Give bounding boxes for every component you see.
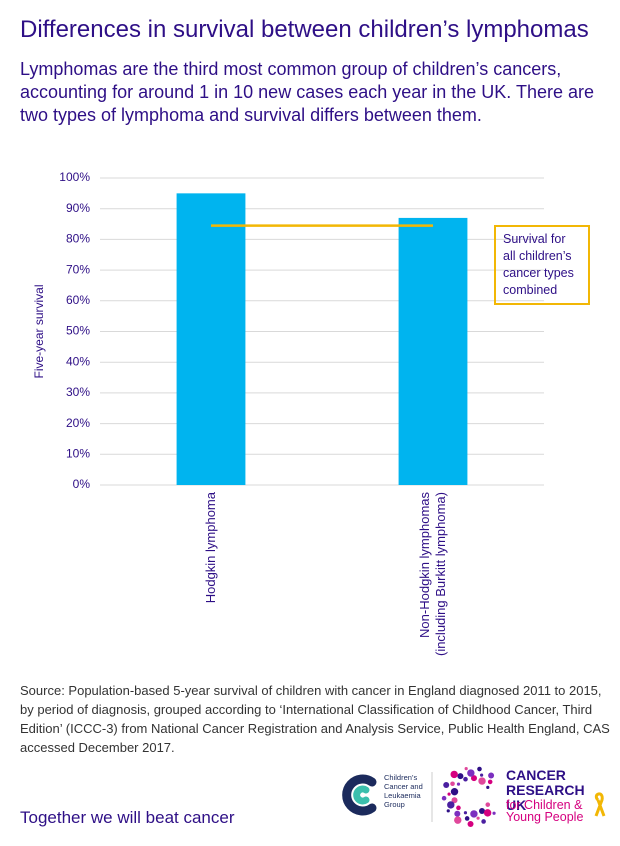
y-tick-label: 60% <box>66 293 90 307</box>
logo-dot <box>456 805 461 811</box>
source-note: Source: Population-based 5-year survival… <box>20 683 610 755</box>
y-tick-label: 70% <box>66 262 90 276</box>
y-tick-label: 80% <box>66 232 90 246</box>
logo-dot <box>451 797 458 804</box>
cclg-logo-text: Children’s Cancer and Leukaemia Group <box>384 773 423 809</box>
y-tick-label: 30% <box>66 385 90 399</box>
logo-dot <box>450 781 455 787</box>
cclg-logo-mark <box>342 774 377 816</box>
x-tick-label: Non-Hodgkin lymphomas (including Burkitt… <box>417 492 448 657</box>
logo-dot <box>457 773 464 780</box>
bar <box>398 217 468 485</box>
logo-dot <box>476 816 480 820</box>
logo-dot <box>464 767 468 771</box>
ribbon <box>594 792 606 817</box>
logo-dot <box>450 770 458 779</box>
logo-dot <box>481 819 486 824</box>
x-tick-label: Hodgkin lymphoma <box>203 492 218 604</box>
logo-dot <box>470 775 477 782</box>
y-tick-label: 0% <box>73 477 91 491</box>
logo-dot <box>467 820 474 827</box>
logo-dot <box>443 782 450 789</box>
logo-dot <box>447 792 451 796</box>
logo-dot <box>446 809 450 813</box>
reference-note: Survival for all children’s cancer types… <box>494 225 590 305</box>
logo-dot <box>463 776 468 782</box>
logo-dot <box>464 816 470 821</box>
logo-dot <box>454 810 461 817</box>
logo-dot <box>447 801 455 809</box>
logo-dot <box>487 779 493 785</box>
logo-dot <box>456 782 461 786</box>
chart-subtitle: Lymphomas are the third most common grou… <box>20 59 595 125</box>
y-tick-label: 90% <box>66 201 90 215</box>
logo-dot <box>450 787 459 796</box>
logo-dot <box>492 811 496 815</box>
y-tick-label: 50% <box>66 324 90 338</box>
y-tick-label: 20% <box>66 416 90 430</box>
footer-slogan: Together we will beat cancer <box>20 808 235 827</box>
logo-dot <box>478 807 485 814</box>
logo-dot <box>480 773 484 777</box>
bar <box>176 193 246 485</box>
logo-dot <box>463 811 468 815</box>
cruk-logo-tagline: for Children & Young People <box>506 798 584 824</box>
logo-dot <box>454 816 462 824</box>
y-tick-label: 10% <box>66 446 90 460</box>
logo-dot <box>467 769 475 777</box>
logo-dot <box>483 809 492 817</box>
logo-dot <box>441 795 447 801</box>
cruk-logo-mark <box>441 766 496 827</box>
logo-dot <box>488 772 495 779</box>
logo-dot <box>485 802 491 807</box>
logo-dot <box>486 785 490 789</box>
cruk-logo-name: CANCER RESEARCH UK <box>506 767 585 813</box>
y-tick-label: 100% <box>59 170 90 184</box>
y-axis-label: Five-year survival <box>32 284 46 378</box>
logo-dot <box>477 766 482 772</box>
logo-dot <box>478 777 486 785</box>
logo-dot <box>470 810 478 818</box>
y-tick-label: 40% <box>66 354 90 368</box>
chart-title: Differences in survival between children… <box>20 16 589 43</box>
